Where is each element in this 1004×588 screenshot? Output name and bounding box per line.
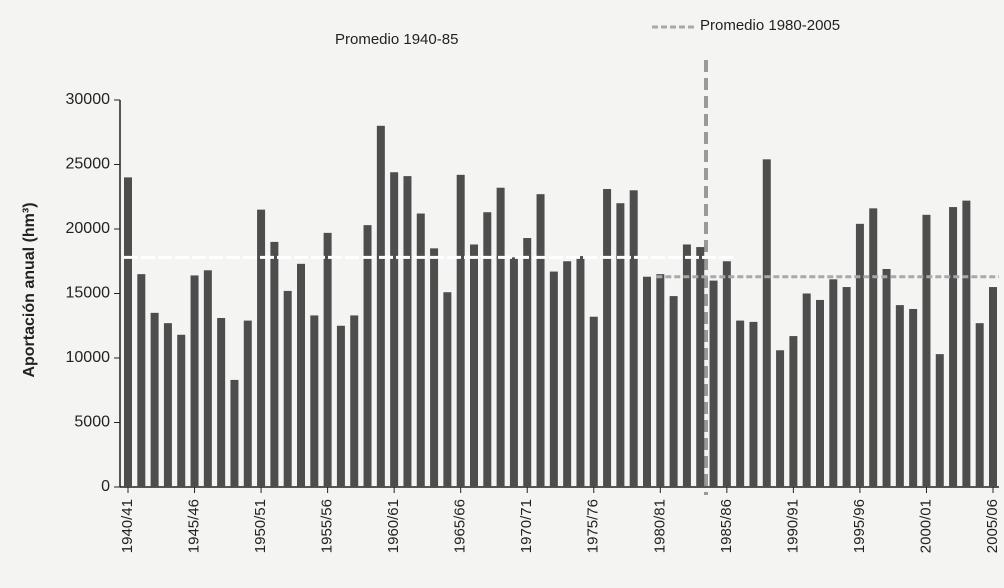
x-tick-label: 1990/91 [784, 499, 801, 553]
x-tick-label: 1960/61 [385, 499, 402, 553]
bar [137, 274, 146, 487]
bar [949, 207, 958, 487]
bar [762, 159, 771, 487]
bar [563, 261, 572, 487]
x-tick-label: 1940/41 [119, 499, 136, 553]
y-tick-label: 10000 [66, 349, 111, 366]
bar [749, 321, 758, 487]
bar [802, 293, 811, 487]
bar [629, 190, 638, 488]
x-tick-label: 1970/71 [518, 499, 535, 553]
bar [350, 315, 359, 487]
bar [390, 172, 399, 488]
x-tick-label: 1985/86 [718, 499, 735, 553]
bar [989, 287, 997, 487]
bar [576, 256, 585, 487]
y-tick-label: 20000 [66, 220, 111, 237]
x-tick-label: 2005/06 [984, 499, 1001, 553]
x-tick-label: 1980/81 [651, 499, 668, 553]
bar [323, 232, 332, 487]
y-tick-label: 15000 [66, 285, 111, 302]
bar [283, 290, 292, 487]
bar [589, 316, 598, 487]
bar [962, 200, 971, 487]
bar [217, 318, 226, 487]
bar [230, 379, 239, 487]
bar [190, 275, 199, 487]
bar [376, 125, 385, 488]
x-tick-label: 1995/96 [851, 499, 868, 553]
x-tick-label: 1975/76 [585, 499, 602, 553]
bar [869, 208, 878, 488]
bar [257, 209, 266, 487]
x-tick-label: 1955/56 [319, 499, 336, 553]
bar [243, 320, 252, 487]
bar [297, 263, 305, 487]
bar [616, 203, 625, 487]
bar [669, 296, 678, 487]
bar [842, 287, 851, 487]
bar [816, 299, 824, 487]
bar [682, 244, 691, 487]
bar [656, 274, 665, 487]
bar [909, 308, 918, 487]
bar [416, 213, 425, 487]
bar [603, 189, 612, 487]
bar [270, 241, 279, 487]
x-tick-label: 1950/51 [252, 499, 269, 553]
bar [336, 325, 345, 487]
bar [829, 279, 838, 487]
bar [163, 323, 172, 487]
legend-label: Promedio 1980-2005 [700, 17, 840, 34]
bar [470, 244, 478, 487]
bar [709, 280, 718, 487]
bar [177, 334, 186, 487]
bar [523, 238, 532, 487]
y-tick-label: 30000 [66, 91, 111, 108]
x-tick-label: 1945/46 [186, 499, 203, 553]
bar [922, 214, 931, 487]
bar [363, 225, 372, 487]
bar [855, 223, 864, 487]
bar [643, 276, 651, 487]
bar [150, 312, 159, 487]
bar [776, 350, 785, 487]
y-tick-label: 25000 [66, 156, 111, 173]
x-tick-label: 1965/66 [452, 499, 469, 553]
bar [789, 336, 798, 487]
bar [536, 194, 545, 488]
bar [403, 176, 412, 488]
bar [549, 271, 558, 487]
bar [935, 354, 944, 487]
bar [882, 268, 891, 487]
bar [124, 177, 132, 487]
y-tick-label: 0 [101, 478, 110, 495]
bar [895, 305, 904, 487]
bar [483, 212, 492, 488]
bar [975, 323, 984, 487]
x-tick-label: 2000/01 [917, 499, 934, 553]
legend-label: Promedio 1940-85 [335, 31, 458, 48]
bar [736, 320, 745, 487]
bar [722, 261, 731, 487]
y-axis-label: Aportación anual (hm³) [21, 202, 38, 377]
bar [430, 248, 439, 487]
bar [443, 292, 452, 487]
bar [203, 270, 212, 487]
bar [496, 187, 505, 487]
bar [696, 247, 705, 487]
bar [456, 174, 465, 487]
bar [509, 257, 518, 487]
y-tick-label: 5000 [74, 414, 110, 431]
bar [310, 315, 319, 487]
